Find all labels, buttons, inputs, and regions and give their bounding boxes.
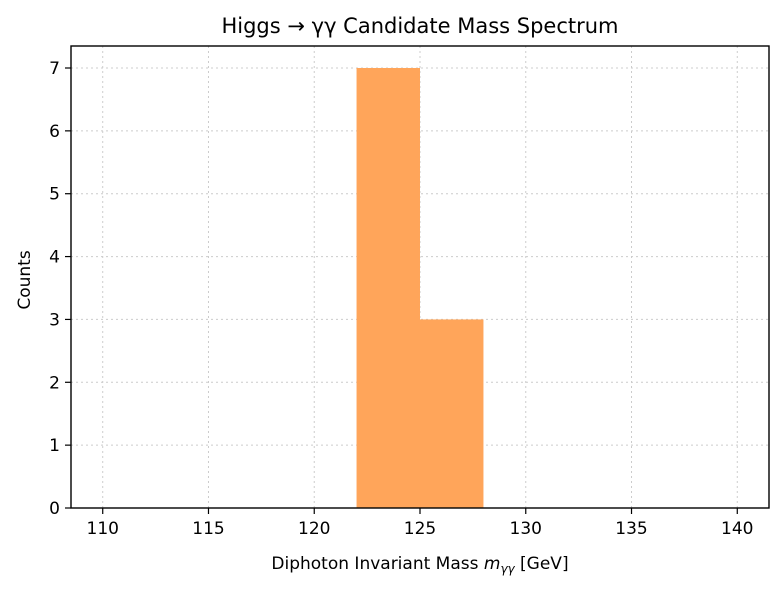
x-tick-label: 135 [615,519,647,539]
y-tick-label: 3 [49,310,60,330]
x-axis-label-subscript: γγ [500,562,515,576]
histogram-bar [356,68,420,508]
y-tick-label: 5 [49,185,60,205]
y-axis-label: Counts [15,250,35,309]
chart-title: Higgs → γγ Candidate Mass Spectrum [221,14,618,38]
x-tick-label: 110 [87,519,119,539]
x-tick-label: 125 [404,519,436,539]
x-tick-label: 120 [298,519,330,539]
y-tick-label: 0 [49,499,60,519]
grid [71,46,769,509]
y-axis-ticks: 0 1 2 3 4 5 6 7 [49,59,71,519]
x-axis-label-symbol: m [484,554,501,574]
x-axis-ticks: 110 115 120 125 130 135 140 [87,508,753,539]
x-axis-label-suffix: [GeV] [515,554,569,574]
y-tick-label: 1 [49,436,60,456]
x-tick-label: 115 [192,519,224,539]
x-axis-label-prefix: Diphoton Invariant Mass [271,554,483,574]
y-tick-label: 6 [49,122,60,142]
bars [356,68,484,508]
x-tick-label: 140 [721,519,753,539]
y-tick-label: 7 [49,59,60,79]
y-tick-label: 2 [49,373,60,393]
x-tick-label: 130 [510,519,542,539]
x-axis-label: Diphoton Invariant Mass mγγ [GeV] [271,554,568,576]
histogram-bar [420,319,484,508]
y-tick-label: 4 [49,248,60,268]
